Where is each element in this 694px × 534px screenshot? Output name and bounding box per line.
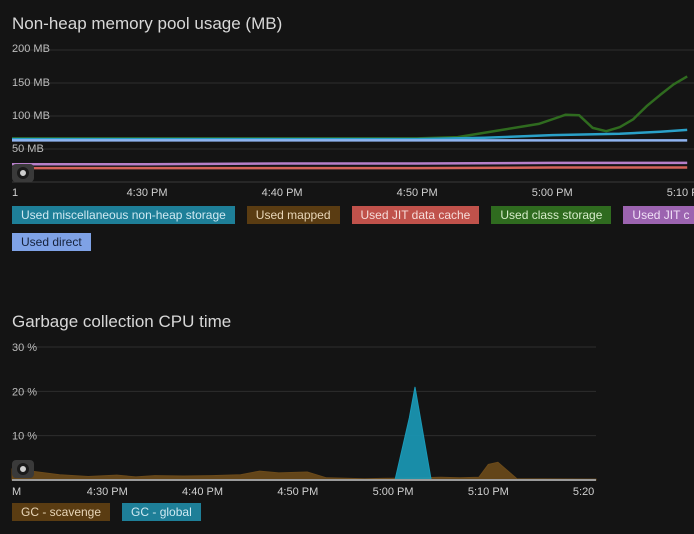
x-tick-label: 5:00 PM: [532, 187, 573, 199]
drag-handle-icon: [17, 463, 29, 475]
x-edge-label: 1: [12, 187, 18, 199]
memory-legend-row-2: Used direct: [12, 233, 91, 251]
series-line-used-jit-code-cache[interactable]: [12, 161, 688, 166]
x-tick-label: 5:00 PM: [373, 486, 414, 498]
y-tick-label: 150 MB: [12, 77, 50, 89]
x-tick-label: 4:30 PM: [127, 187, 168, 199]
memory-legend: Used miscellaneous non-heap storage Used …: [12, 206, 694, 224]
series-line-used-miscellaneous-non-heap-storage[interactable]: [12, 128, 688, 141]
drag-handle-icon: [17, 167, 29, 179]
legend-item-used-mapped[interactable]: Used mapped: [246, 206, 340, 224]
legend-item-gc-global[interactable]: GC - global: [122, 503, 201, 521]
legend-item-used-jit-data-cache[interactable]: Used JIT data cache: [351, 206, 480, 224]
x-tick-label: 4:30 PM: [87, 486, 128, 498]
legend-item-used-direct[interactable]: Used direct: [12, 233, 91, 251]
x-tick-label: 5:10 PM: [667, 187, 694, 199]
x-tick-label: 4:40 PM: [182, 486, 223, 498]
memory-range-drag-handle[interactable]: [12, 164, 34, 182]
x-tick-label: 4:40 PM: [262, 187, 303, 199]
y-tick-label: 50 MB: [12, 143, 44, 155]
x-tick-label: 4:50 PM: [277, 486, 318, 498]
x-tick-label: 5:20: [573, 486, 594, 498]
gc-range-drag-handle[interactable]: [12, 460, 34, 478]
y-tick-label: 20 %: [12, 386, 37, 398]
y-tick-label: 30 %: [12, 342, 37, 354]
series-area-gc-scavenge[interactable]: [11, 461, 597, 481]
y-tick-label: 200 MB: [12, 43, 50, 55]
series-line-used-class-storage[interactable]: [12, 75, 688, 140]
memory-line-chart[interactable]: 200 MB 150 MB 100 MB 50 MB 4:30 PM 4:40 PM 4:5…: [0, 0, 694, 205]
legend-item-gc-scavenge[interactable]: GC - scavenge: [12, 503, 111, 521]
y-tick-label: 100 MB: [12, 110, 50, 122]
gc-chart-title: Garbage collection CPU time: [12, 312, 232, 331]
memory-chart-title: Non-heap memory pool usage (MB): [12, 14, 283, 33]
series-area-gc-global[interactable]: [12, 386, 596, 481]
y-tick-label: 10 %: [12, 431, 37, 443]
x-tick-label: 5:10 PM: [468, 486, 509, 498]
series-line-used-jit-data-cache[interactable]: [12, 166, 688, 170]
x-tick-label: 4:50 PM: [397, 187, 438, 199]
legend-item-used-class-storage[interactable]: Used class storage: [491, 206, 612, 224]
x-edge-label: M: [12, 486, 21, 498]
legend-item-used-jit-c[interactable]: Used JIT c: [623, 206, 694, 224]
legend-item-used-miscellaneous-non-heap-storage[interactable]: Used miscellaneous non-heap storage: [12, 206, 235, 224]
gc-legend: GC - scavenge GC - global: [12, 503, 201, 521]
